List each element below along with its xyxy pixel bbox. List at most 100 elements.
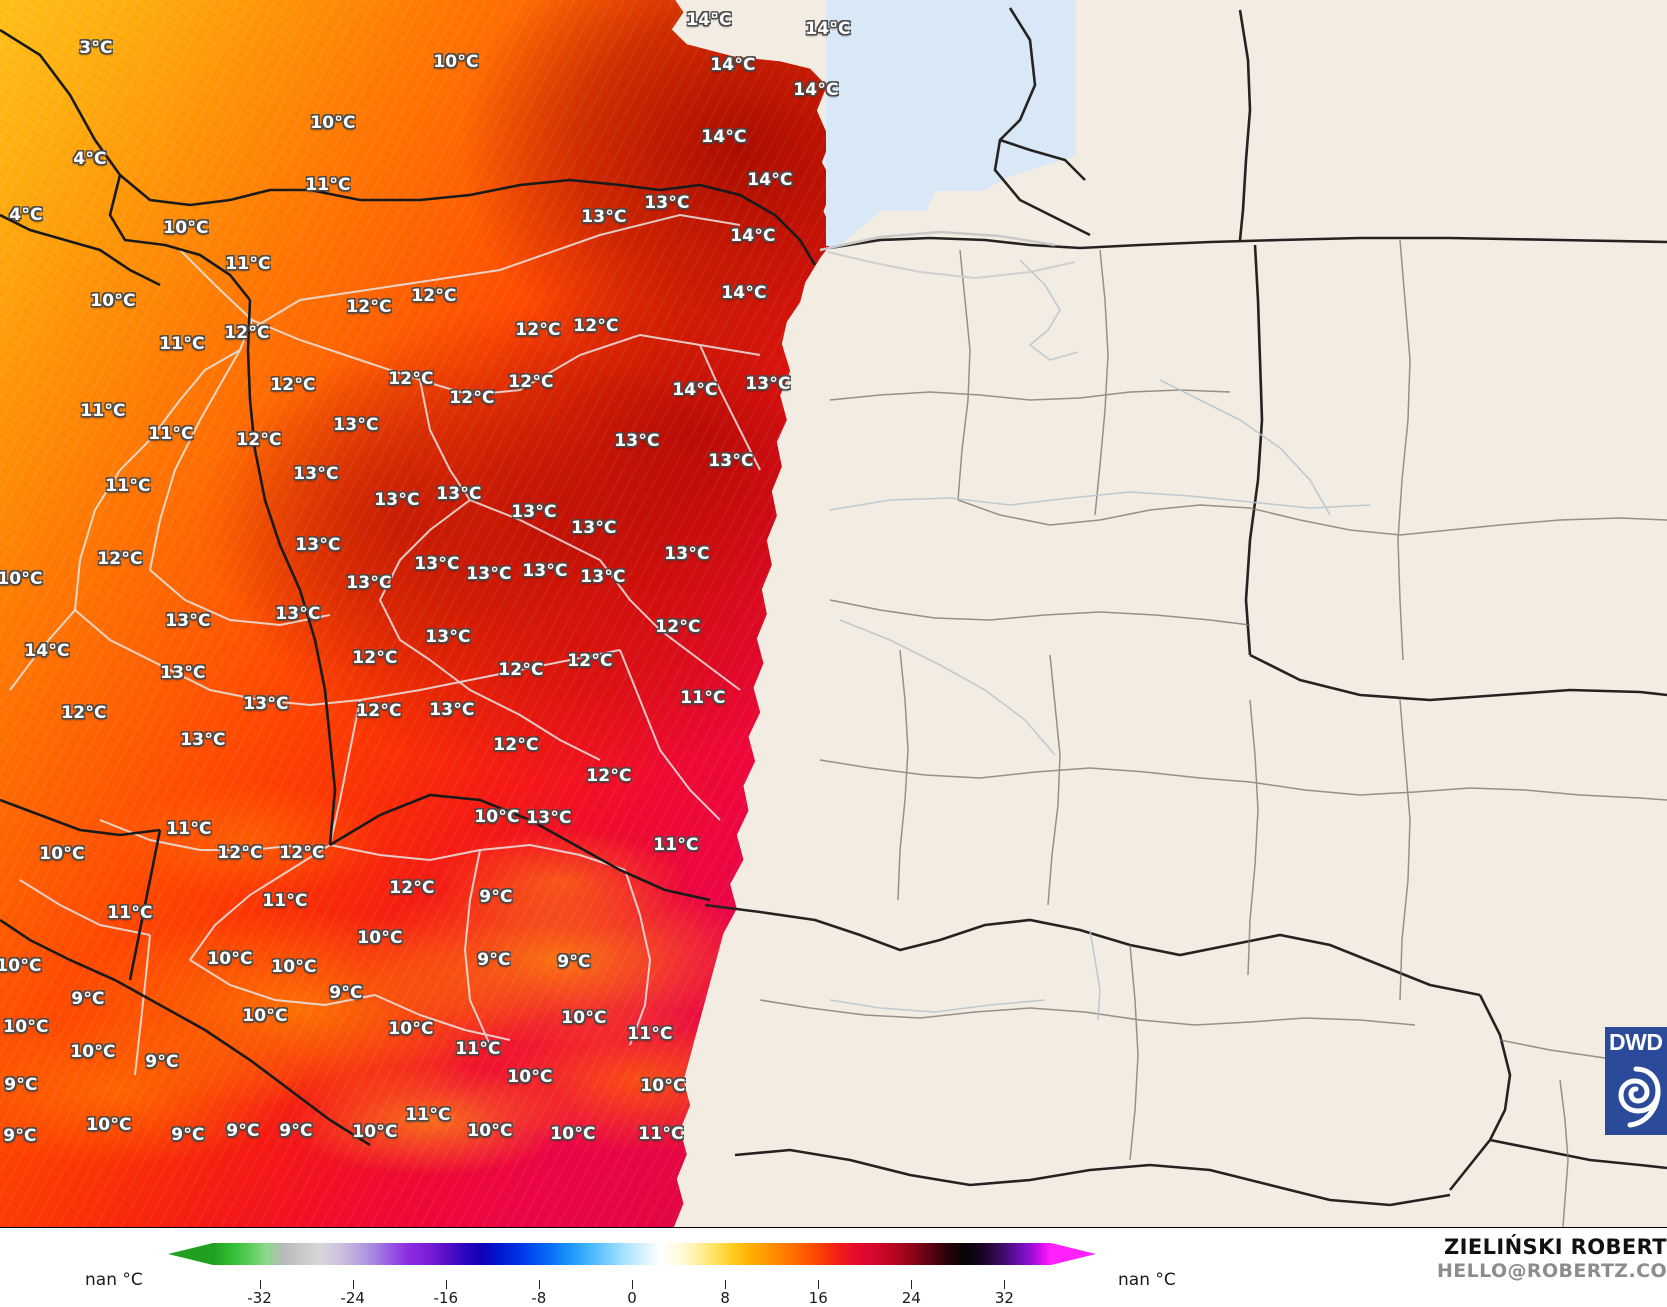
watermark: ZIELIŃSKI ROBERT HELLO@ROBERTZ.CO — [1437, 1236, 1667, 1282]
temperature-label: 10°C — [70, 1042, 116, 1062]
colorbar-tick-label: 0 — [627, 1289, 637, 1307]
colorbar-tick — [259, 1280, 261, 1289]
temperature-raster-layer — [0, 0, 836, 1227]
temperature-label: 11°C — [405, 1105, 451, 1125]
temperature-label: 9°C — [226, 1121, 260, 1141]
temperature-label: 13°C — [275, 604, 321, 624]
temperature-label: 10°C — [310, 113, 356, 133]
temperature-label: 13°C — [160, 663, 206, 683]
temperature-label: 10°C — [561, 1008, 607, 1028]
temperature-label: 13°C — [414, 554, 460, 574]
colorbar-tick — [632, 1280, 633, 1289]
temperature-label: 4°C — [73, 149, 107, 169]
temperature-label: 14°C — [686, 10, 732, 30]
temperature-label: 12°C — [655, 617, 701, 637]
admin-borders-east — [759, 239, 1667, 1227]
admin-borders-west — [9, 213, 761, 1076]
temperature-label: 12°C — [586, 766, 632, 786]
temperature-label: 13°C — [511, 502, 557, 522]
eastern-borders-overlay — [704, 7, 1667, 1227]
temperature-label: 12°C — [346, 297, 392, 317]
temperature-label: 9°C — [145, 1052, 179, 1072]
temperature-label: 14°C — [672, 380, 718, 400]
temperature-label: 12°C — [388, 369, 434, 389]
temperature-label: 13°C — [581, 207, 627, 227]
map-panel[interactable]: 3°C 4°C 4°C 10°C 10°C 11°C 10°C 11°C 10°C 12°C 11°… — [0, 0, 1667, 1228]
temperature-label: 11°C — [107, 903, 153, 923]
colorbar-tick — [1004, 1280, 1006, 1289]
dwd-logo[interactable]: DWD — [1605, 1027, 1667, 1135]
temperature-label: 13°C — [293, 464, 339, 484]
colorbar-tick-label: -16 — [433, 1289, 459, 1307]
temperature-label: 11°C — [166, 819, 212, 839]
temperature-label: 12°C — [508, 372, 554, 392]
colorbar-tick-label: 24 — [901, 1289, 921, 1307]
colorbar-max-arrow — [1051, 1243, 1096, 1265]
colorbar[interactable]: -32 -24 -16 -8 0 8 16 24 32 — [168, 1243, 1096, 1307]
temperature-label: 10°C — [640, 1076, 686, 1096]
colorbar-tick — [725, 1280, 727, 1289]
temperature-label: 10°C — [474, 807, 520, 827]
temperature-label: 11°C — [148, 424, 194, 444]
temperature-label: 9°C — [71, 989, 105, 1009]
temperature-label: 12°C — [389, 878, 435, 898]
dwd-wordmark: DWD — [1605, 1027, 1667, 1057]
colorbar-tick — [911, 1280, 913, 1289]
national-borders-east — [704, 7, 1667, 1207]
temperature-label: 12°C — [217, 843, 263, 863]
temperature-label: 13°C — [644, 193, 690, 213]
temperature-label: 12°C — [352, 648, 398, 668]
temperature-label: 11°C — [653, 835, 699, 855]
temperature-label: 10°C — [207, 949, 253, 969]
temperature-label: 10°C — [352, 1122, 398, 1142]
temperature-label: 10°C — [271, 957, 317, 977]
temperature-label: 10°C — [163, 218, 209, 238]
temperature-label: 9°C — [329, 983, 363, 1003]
colorbar-tick-label: -8 — [531, 1289, 547, 1307]
colorbar-gradient — [213, 1243, 1051, 1265]
temperature-label: 13°C — [165, 611, 211, 631]
temperature-label: 13°C — [526, 808, 572, 828]
temperature-label: 10°C — [86, 1115, 132, 1135]
colorbar-area: nan °C -32 -24 -16 -8 0 8 16 24 32 nan °C ZIELIŃ… — [0, 1228, 1667, 1307]
temperature-label: 10°C — [0, 956, 42, 976]
temperature-label: 12°C — [515, 320, 561, 340]
temperature-label: 13°C — [745, 374, 791, 394]
temperature-label: 14°C — [701, 127, 747, 147]
temperature-label: 13°C — [295, 535, 341, 555]
temperature-label: 10°C — [357, 928, 403, 948]
temperature-label: 9°C — [279, 1121, 313, 1141]
temperature-label: 10°C — [467, 1121, 513, 1141]
temperature-label: 13°C — [374, 490, 420, 510]
temperature-label: 14°C — [793, 80, 839, 100]
temperature-label: 14°C — [721, 283, 767, 303]
colorbar-tick-label: -24 — [340, 1289, 365, 1307]
rivers-east — [829, 259, 1371, 1021]
temperature-label: 14°C — [747, 170, 793, 190]
temperature-label: 13°C — [708, 451, 754, 471]
lagoon-detail-overlay — [819, 230, 1076, 280]
temperature-label: 13°C — [429, 700, 475, 720]
temperature-label: 9°C — [479, 887, 513, 907]
temperature-label: 13°C — [346, 573, 392, 593]
colorbar-tick-label: -32 — [247, 1289, 272, 1307]
temperature-label: 9°C — [3, 1126, 37, 1146]
temperature-label: 12°C — [573, 316, 619, 336]
dwd-spiral-badge — [1605, 1057, 1667, 1135]
temperature-isoline-texture — [0, 0, 836, 1227]
temperature-label: 13°C — [580, 567, 626, 587]
temperature-label: 13°C — [571, 518, 617, 538]
temperature-label: 11°C — [262, 891, 308, 911]
temperature-label: 13°C — [243, 694, 289, 714]
lagoon-shore — [827, 251, 1076, 280]
temperature-label: 11°C — [638, 1124, 684, 1144]
temperature-label: 12°C — [498, 660, 544, 680]
temperature-label: 9°C — [171, 1125, 205, 1145]
temperature-label: 11°C — [225, 254, 271, 274]
temperature-label: 11°C — [80, 401, 126, 421]
temperature-gradient-highlands — [0, 0, 836, 1227]
temperature-label: 12°C — [270, 375, 316, 395]
colorbar-tick — [538, 1280, 540, 1289]
temperature-label: 14°C — [24, 641, 70, 661]
